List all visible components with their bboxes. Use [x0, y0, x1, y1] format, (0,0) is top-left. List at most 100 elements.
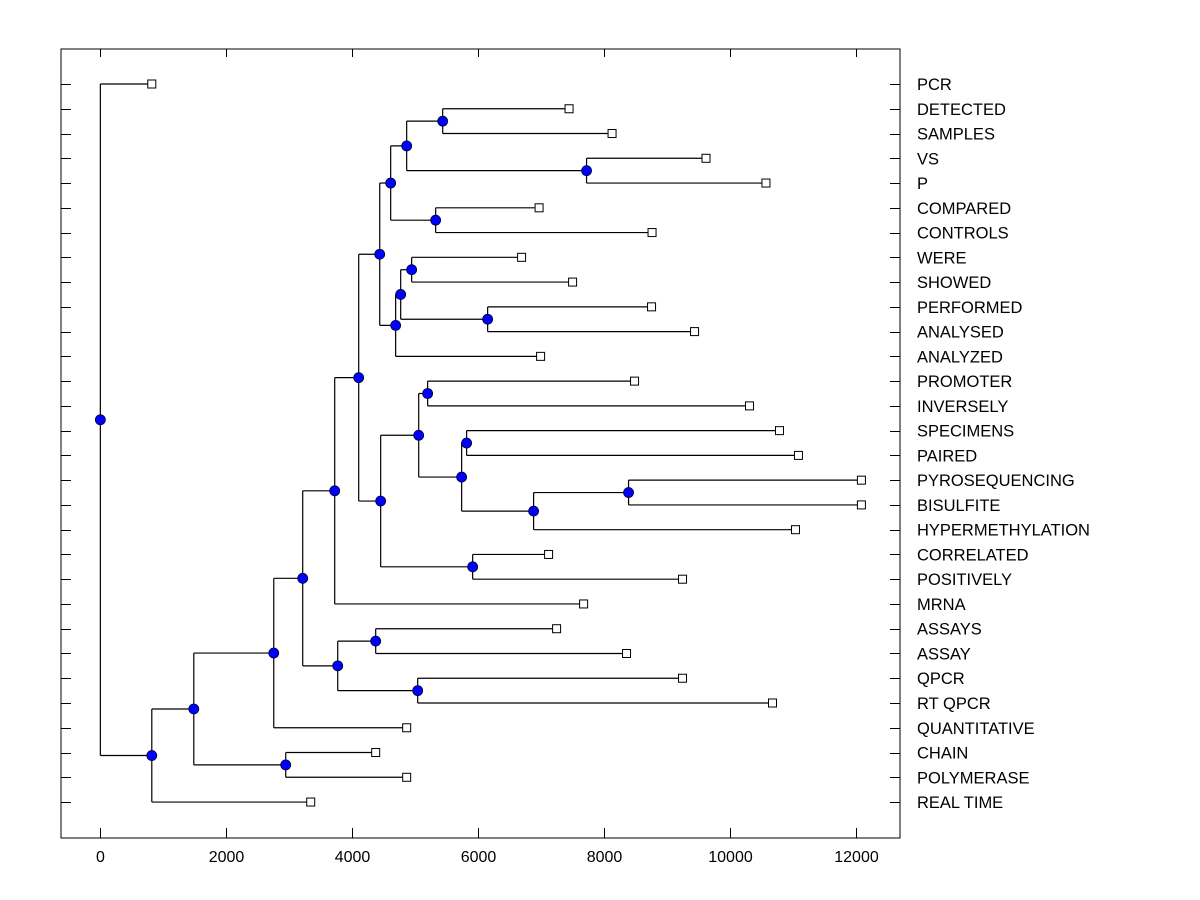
leaf-marker-showed	[568, 277, 578, 287]
leaf-marker-quantitative	[402, 723, 412, 733]
node-marker-n_as	[370, 635, 382, 647]
node-marker-n_bis	[528, 505, 540, 517]
leaf-label-pcr: PCR	[917, 76, 952, 94]
leaf-marker-performed	[647, 302, 657, 312]
leaf-marker-specimens	[774, 426, 784, 436]
leaf-labels: PCR DETECTED SAMPLES VS P COMPARED CONTROLS WER…	[917, 76, 1090, 812]
node-marker-n_qpcr	[412, 685, 424, 697]
node-marker-n5	[329, 485, 341, 497]
leaf-label-detected: DETECTED	[917, 101, 1006, 119]
leaf-marker-paired	[793, 450, 803, 460]
leaf-label-showed: SHOWED	[917, 274, 991, 292]
node-markers	[94, 115, 634, 771]
leaf-marker-positively	[678, 574, 688, 584]
leaf-label-vs: VS	[917, 150, 939, 168]
leaf-label-controls: CONTROLS	[917, 225, 1009, 243]
node-marker-n_m1	[413, 429, 425, 441]
leaf-marker-controls	[647, 228, 657, 238]
leaf-marker-real_time	[306, 797, 316, 807]
leaf-label-pyrosequencing: PYROSEQUENCING	[917, 472, 1075, 490]
leaf-marker-p	[761, 178, 771, 188]
leaf-label-assays: ASSAYS	[917, 621, 982, 639]
x-tick-label: 2000	[209, 849, 245, 866]
node-marker-n_corr	[467, 561, 479, 573]
leaf-label-compared: COMPARED	[917, 200, 1011, 218]
leaf-marker-assays	[552, 624, 562, 634]
node-marker-n_vs	[581, 165, 592, 177]
leaf-label-analyzed: ANALYZED	[917, 348, 1003, 366]
node-marker-n_perf	[482, 313, 494, 325]
leaf-label-inversely: INVERSELY	[917, 398, 1008, 416]
plot-frame	[60, 48, 901, 839]
leaf-label-positively: POSITIVELY	[917, 571, 1012, 589]
leaf-label-specimens: SPECIMENS	[917, 423, 1014, 441]
leaf-label-bisulfite: BISULFITE	[917, 497, 1000, 515]
x-tick-label: 10000	[708, 849, 753, 866]
leaf-marker-qpcr	[678, 673, 688, 683]
leaf-marker-rt_qpcr	[767, 698, 777, 708]
leaf-marker-pcr	[147, 79, 157, 89]
node-marker-n_pair	[461, 437, 473, 449]
leaf-label-paired: PAIRED	[917, 447, 977, 465]
leaf-label-chain: CHAIN	[917, 745, 968, 763]
leaf-marker-bisulfite	[856, 500, 866, 510]
node-marker-n_b	[390, 320, 402, 331]
leaf-label-mrna: MRNA	[917, 596, 966, 614]
node-marker-n_prom	[422, 388, 434, 399]
leaf-marker-hypermethylation	[790, 525, 800, 535]
leaf-marker-vs	[701, 153, 711, 163]
leaf-marker-compared	[534, 203, 544, 213]
leaf-label-qpcr: QPCR	[917, 670, 965, 688]
leaf-marker-pyrosequencing	[856, 475, 866, 485]
leaf-marker-assay	[622, 648, 632, 658]
node-marker-n4	[297, 572, 309, 584]
leaf-marker-detected	[564, 104, 574, 114]
leaf-label-were: WERE	[917, 249, 967, 267]
node-marker-root	[94, 414, 106, 426]
leaf-marker-promoter	[630, 376, 640, 386]
node-marker-n_assay	[332, 660, 344, 672]
node-marker-n_a	[385, 177, 397, 189]
x-tick-label: 8000	[587, 849, 623, 866]
node-marker-n_mid	[375, 495, 387, 507]
leaf-markers	[147, 79, 866, 807]
leaf-marker-mrna	[579, 599, 589, 609]
node-marker-n1	[146, 750, 158, 761]
leaf-marker-analyzed	[536, 351, 546, 361]
node-marker-n_a1	[401, 140, 413, 152]
leaf-label-real_time: REAL TIME	[917, 794, 1003, 812]
leaf-label-polymerase: POLYMERASE	[917, 769, 1029, 787]
leaf-marker-correlated	[544, 549, 554, 559]
leaf-label-rt_qpcr: RT QPCR	[917, 695, 991, 713]
leaf-marker-chain	[371, 748, 381, 758]
x-tick-labels: 0 2000 4000 6000 8000 10000 12000	[96, 849, 879, 866]
node-marker-n2	[188, 703, 200, 715]
leaf-label-analysed: ANALYSED	[917, 324, 1004, 342]
leaf-marker-polymerase	[402, 772, 412, 782]
node-marker-n_pyro	[623, 487, 634, 498]
node-marker-n_a2	[430, 214, 442, 226]
leaf-label-promoter: PROMOTER	[917, 373, 1012, 391]
node-marker-n_b1	[395, 289, 407, 300]
node-marker-n_spec	[456, 471, 468, 483]
node-marker-n_chain	[280, 759, 292, 771]
leaf-label-p: P	[917, 175, 928, 193]
leaf-label-performed: PERFORMED	[917, 299, 1023, 317]
node-marker-n_were	[406, 264, 418, 276]
x-tick-label: 4000	[335, 849, 371, 866]
x-tick-label: 6000	[461, 849, 497, 866]
axes	[60, 48, 901, 839]
leaf-marker-were	[517, 252, 527, 262]
dendrogram-links	[99, 83, 862, 803]
x-tick-label: 0	[96, 849, 105, 866]
node-marker-n_det	[437, 115, 449, 127]
node-marker-n_top	[374, 248, 386, 260]
leaf-marker-analysed	[690, 327, 700, 337]
x-tick-label: 12000	[834, 849, 879, 866]
node-marker-n3	[268, 647, 280, 659]
leaf-label-correlated: CORRELATED	[917, 546, 1029, 564]
leaf-label-assay: ASSAY	[917, 645, 971, 663]
leaf-marker-inversely	[745, 401, 755, 411]
leaf-marker-samples	[607, 129, 617, 139]
